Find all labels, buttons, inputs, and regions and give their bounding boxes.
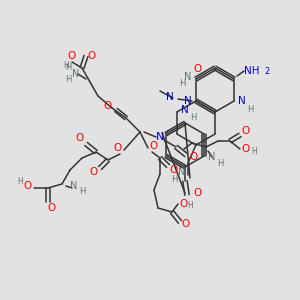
Text: O: O xyxy=(48,203,56,213)
Text: 2: 2 xyxy=(264,67,270,76)
Text: O: O xyxy=(242,144,250,154)
Text: N: N xyxy=(208,152,216,162)
Text: O: O xyxy=(193,188,201,198)
Text: H: H xyxy=(65,76,71,85)
Text: O: O xyxy=(182,219,190,229)
Text: O: O xyxy=(190,152,198,162)
Text: H: H xyxy=(251,146,257,155)
Text: N: N xyxy=(184,72,192,82)
Text: H: H xyxy=(63,61,69,70)
Text: NH: NH xyxy=(244,66,260,76)
Text: O: O xyxy=(114,143,122,153)
Text: O: O xyxy=(180,199,188,209)
Text: H: H xyxy=(187,202,193,211)
Text: O: O xyxy=(104,101,112,111)
Text: H: H xyxy=(171,175,177,184)
Text: O: O xyxy=(150,141,158,151)
Text: N: N xyxy=(156,132,164,142)
Text: O: O xyxy=(90,167,98,177)
Text: N: N xyxy=(70,181,78,191)
Text: O: O xyxy=(88,51,96,61)
Text: H: H xyxy=(79,188,85,196)
Text: O: O xyxy=(68,51,76,61)
Text: O: O xyxy=(242,126,250,136)
Text: H: H xyxy=(247,104,253,113)
Text: H: H xyxy=(217,158,223,167)
Text: N: N xyxy=(181,105,189,115)
Text: O: O xyxy=(24,181,32,191)
Text: N: N xyxy=(72,69,80,79)
Text: O: O xyxy=(193,64,202,74)
Text: H: H xyxy=(17,178,23,187)
Text: N: N xyxy=(166,92,174,102)
Text: H: H xyxy=(190,113,196,122)
Text: O: O xyxy=(170,165,178,175)
Text: O: O xyxy=(76,133,84,143)
Text: N: N xyxy=(184,96,192,106)
Text: H: H xyxy=(65,64,71,73)
Text: N: N xyxy=(178,167,186,177)
Text: N: N xyxy=(238,96,246,106)
Text: H: H xyxy=(179,80,185,88)
